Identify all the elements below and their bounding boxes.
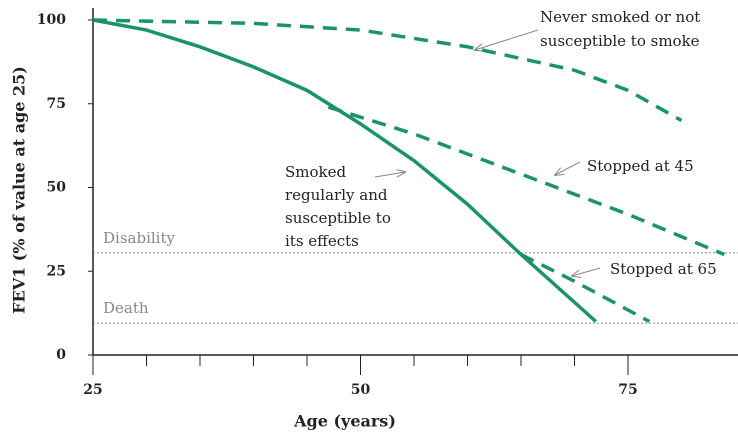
arrows	[374, 29, 601, 276]
y-tick-label: 50	[47, 180, 67, 196]
series-line	[520, 252, 651, 324]
y-axis-title: FEV1 (% of value at age 25)	[10, 66, 29, 314]
annotation: susceptible to	[285, 209, 391, 227]
annotation: susceptible to smoke	[540, 32, 700, 50]
x-tick-label: 50	[351, 382, 371, 398]
series-line	[92, 18, 683, 123]
threshold-label: Death	[103, 299, 149, 317]
y-tick-label: 75	[47, 96, 66, 112]
x-axis-title: Age (years)	[293, 412, 396, 431]
y-tick-label: 0	[56, 347, 66, 363]
annotation: Stopped at 45	[587, 157, 694, 175]
arrow	[374, 172, 405, 178]
x-tick-label: 75	[618, 382, 637, 398]
annotation: its effects	[285, 232, 359, 250]
annotation: Smoked	[285, 163, 346, 181]
annotation: Never smoked or not	[540, 8, 700, 26]
arrow	[475, 29, 539, 50]
arrow	[572, 267, 601, 276]
x-tick-label: 25	[83, 382, 102, 398]
series-line	[327, 105, 725, 257]
y-tick-label: 25	[47, 263, 66, 279]
annotation: regularly and	[285, 186, 388, 204]
y-tick-label: 100	[37, 12, 66, 28]
threshold-label: Disability	[103, 229, 175, 247]
annotation: Stopped at 65	[610, 260, 717, 278]
arrow	[555, 161, 581, 175]
